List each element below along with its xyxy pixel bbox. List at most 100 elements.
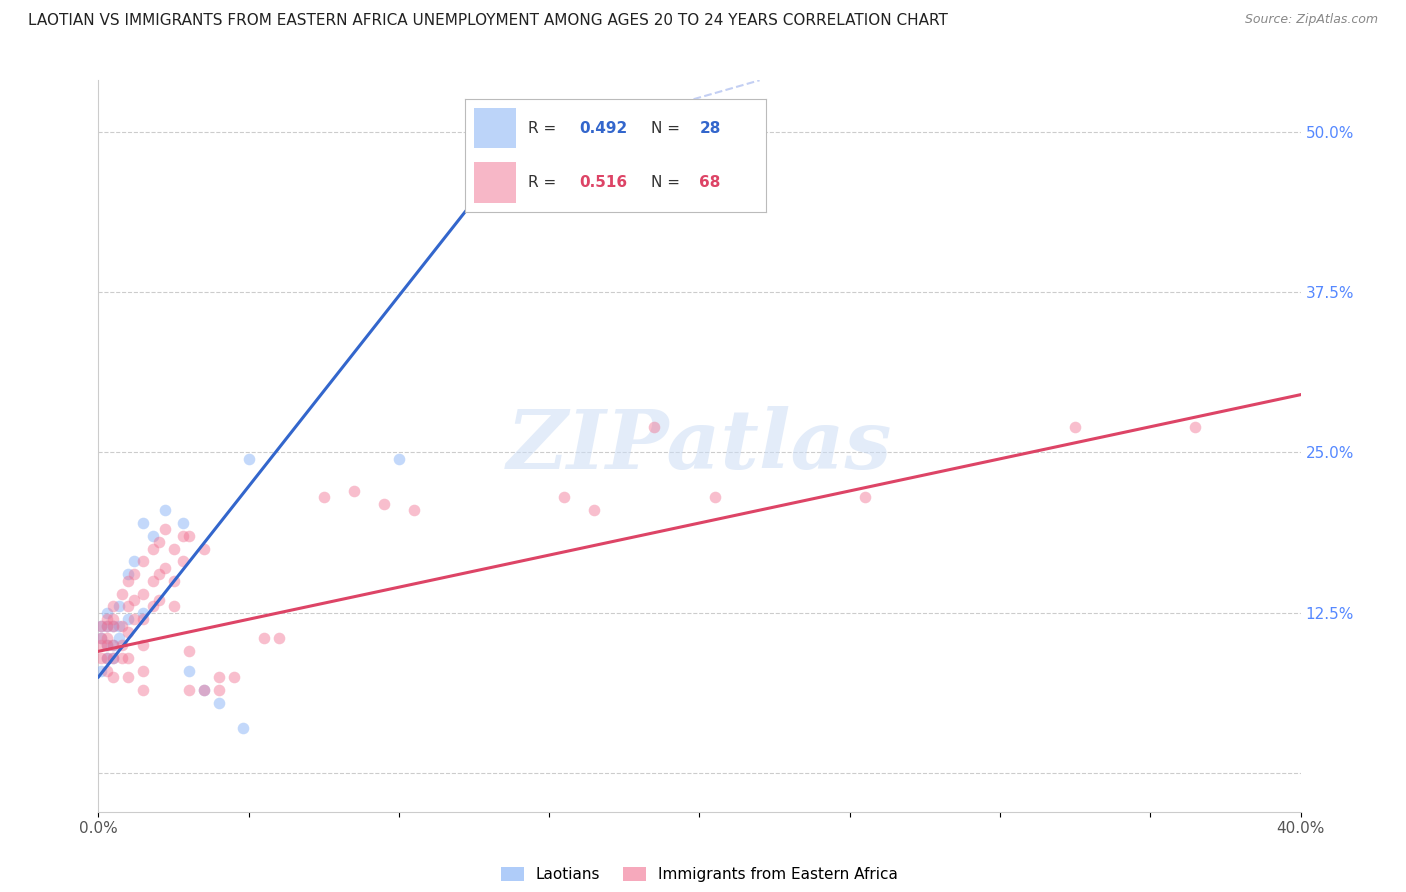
Point <box>402 503 425 517</box>
Point <box>267 632 290 646</box>
Point <box>177 529 200 543</box>
Point <box>177 682 200 697</box>
Point <box>103 638 125 652</box>
Point <box>111 618 134 632</box>
Point <box>373 497 395 511</box>
Point <box>108 632 131 646</box>
Point <box>132 554 155 568</box>
Point <box>132 638 155 652</box>
Point <box>103 638 125 652</box>
Point <box>643 419 665 434</box>
Point <box>502 144 524 158</box>
Point <box>96 650 118 665</box>
Point <box>193 682 215 697</box>
Point <box>111 586 134 600</box>
Point <box>90 632 112 646</box>
Point <box>253 632 276 646</box>
Point <box>208 696 231 710</box>
Point <box>162 574 184 588</box>
Point <box>162 599 184 614</box>
Point <box>103 618 125 632</box>
Point <box>132 664 155 678</box>
Point <box>103 650 125 665</box>
Point <box>90 632 112 646</box>
Point <box>193 541 215 556</box>
Point <box>583 503 606 517</box>
Text: 0.516: 0.516 <box>579 175 627 190</box>
Point <box>117 612 139 626</box>
Point <box>148 567 170 582</box>
Point <box>96 618 118 632</box>
Point <box>172 529 194 543</box>
Point <box>124 593 146 607</box>
Point <box>132 516 155 530</box>
Point <box>117 599 139 614</box>
Point <box>124 612 146 626</box>
Point <box>111 638 134 652</box>
Point <box>117 625 139 640</box>
Bar <box>474 162 516 202</box>
Point <box>208 670 231 684</box>
Point <box>177 644 200 658</box>
Text: N =: N = <box>651 175 685 190</box>
Point <box>141 529 163 543</box>
Point <box>90 664 112 678</box>
Point <box>96 664 118 678</box>
Point <box>96 632 118 646</box>
Point <box>1064 419 1087 434</box>
Point <box>343 483 366 498</box>
Legend: Laotians, Immigrants from Eastern Africa: Laotians, Immigrants from Eastern Africa <box>495 861 904 888</box>
Point <box>124 554 146 568</box>
Point <box>208 682 231 697</box>
Point <box>238 451 260 466</box>
Point <box>153 503 176 517</box>
Point <box>96 638 118 652</box>
Point <box>388 451 411 466</box>
Point <box>853 491 876 505</box>
Bar <box>474 108 516 148</box>
Point <box>124 567 146 582</box>
Point <box>232 721 254 735</box>
Point <box>103 618 125 632</box>
Point <box>103 650 125 665</box>
Point <box>141 574 163 588</box>
Text: 28: 28 <box>699 120 721 136</box>
Point <box>132 606 155 620</box>
Point <box>111 650 134 665</box>
Point <box>141 599 163 614</box>
Point <box>193 682 215 697</box>
Point <box>90 618 112 632</box>
Point <box>117 574 139 588</box>
Text: 0.492: 0.492 <box>579 120 627 136</box>
Text: N =: N = <box>651 120 685 136</box>
Text: 68: 68 <box>699 175 721 190</box>
Point <box>553 491 575 505</box>
Text: ZIPatlas: ZIPatlas <box>506 406 893 486</box>
Point <box>132 682 155 697</box>
Point <box>103 612 125 626</box>
Point <box>96 606 118 620</box>
Point <box>103 670 125 684</box>
Point <box>177 664 200 678</box>
Point <box>103 599 125 614</box>
Point <box>117 670 139 684</box>
Point <box>96 650 118 665</box>
Point <box>108 599 131 614</box>
Point <box>132 586 155 600</box>
Point <box>141 541 163 556</box>
Point <box>96 618 118 632</box>
Point <box>96 638 118 652</box>
Point <box>96 612 118 626</box>
Point <box>117 567 139 582</box>
Point <box>222 670 245 684</box>
Point <box>162 541 184 556</box>
Point <box>90 638 112 652</box>
Point <box>132 612 155 626</box>
Point <box>172 554 194 568</box>
Point <box>1184 419 1206 434</box>
Text: R =: R = <box>529 175 561 190</box>
Text: R =: R = <box>529 120 561 136</box>
Point <box>117 650 139 665</box>
Point <box>312 491 335 505</box>
Point <box>148 593 170 607</box>
